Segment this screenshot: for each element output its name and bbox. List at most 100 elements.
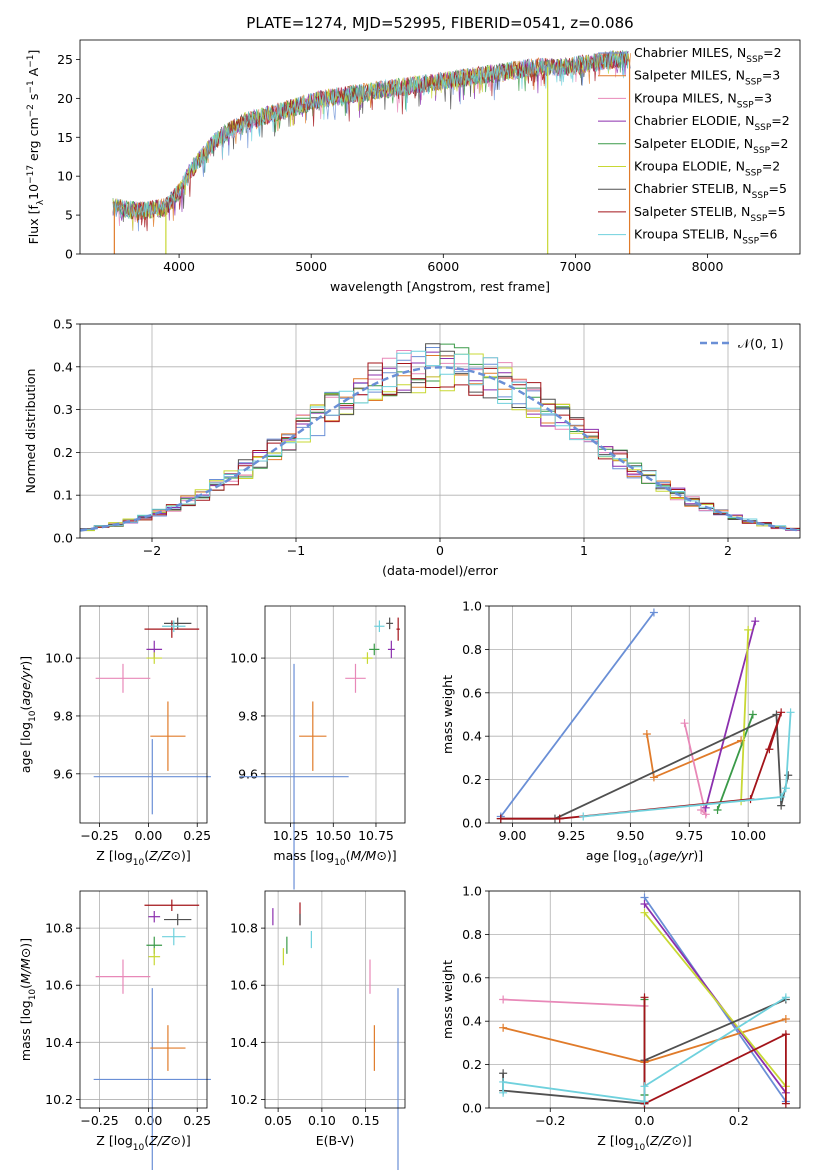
y-tick-label: 10.2 (230, 1092, 258, 1107)
y-tick-label: 0.3 (53, 402, 73, 417)
y-tick-label: 0.5 (53, 317, 73, 332)
x-tick-label: 0.25 (183, 828, 211, 843)
x-tick-label: 0.0 (635, 1113, 655, 1128)
x-tick-label: 0.00 (134, 1113, 162, 1128)
legend-entry: Chabrier STELIB, NSSP=5 (634, 181, 787, 201)
x-tick-label: 9.75 (675, 828, 703, 843)
weight-marker (649, 608, 658, 617)
x-axis-label: Z [log10(Z/Z⊙)] (96, 848, 190, 868)
weight-marker (786, 708, 795, 717)
weight-marker (697, 805, 706, 814)
weight-marker (748, 710, 757, 719)
x-axis-label: age [log10(age/yr)] (586, 848, 703, 868)
weight-marker (777, 708, 786, 717)
spectrum-line (112, 51, 629, 223)
weight-marker (640, 908, 649, 917)
y-tick-label: 10.0 (45, 651, 73, 666)
weight-marker (781, 1099, 790, 1108)
weight-marker (713, 805, 722, 814)
x-tick-label: 0.25 (183, 1113, 211, 1128)
x-tick-label: −0.25 (80, 828, 118, 843)
weight-marker (640, 900, 649, 909)
y-tick-label: 1.0 (462, 884, 482, 899)
weight-marker (772, 710, 781, 719)
y-axis-label: mass weight (440, 675, 455, 754)
axes-frame (79, 605, 208, 824)
x-tick-label: 10.25 (273, 828, 309, 843)
x-tick-label: 0.10 (308, 1113, 336, 1128)
y-tick-label: 9.6 (53, 766, 73, 781)
x-axis-label: Z [log10(Z/Z⊙)] (96, 1133, 190, 1153)
panel-age-vs-Z: −0.25 0.00 0.25 9.6 9.8 10.0 Z [log10(Z/Z⊙)] ag… (18, 605, 211, 868)
axes-frame (264, 890, 406, 1109)
y-axis-label: mass weight (440, 960, 455, 1039)
y-tick-label: 0.0 (53, 531, 73, 546)
y-tick-label: 0.0 (462, 816, 482, 831)
x-tick-label: 0.2 (729, 1113, 749, 1128)
weight-line (500, 611, 655, 818)
x-tick-label: 0 (436, 543, 444, 558)
weight-line (500, 713, 790, 820)
x-axis-label: Z [log10(Z/Z⊙)] (597, 1133, 691, 1153)
weight-marker (751, 617, 760, 626)
x-axis-label: E(B-V) (316, 1133, 355, 1148)
axes-frame (264, 605, 406, 824)
weight-line (643, 912, 787, 1087)
weight-marker (496, 814, 505, 823)
y-tick-label: 0.4 (462, 1014, 482, 1029)
spectrum-line (112, 49, 629, 219)
y-tick-label: 0 (65, 247, 73, 262)
weight-marker (640, 1082, 649, 1091)
weight-marker (499, 995, 508, 1004)
y-tick-label: 0.8 (462, 927, 482, 942)
weight-line (500, 711, 783, 820)
weight-marker (744, 625, 753, 634)
y-tick-label: 0.4 (53, 359, 73, 374)
y-tick-label: 0.1 (53, 488, 73, 503)
x-tick-label: 1 (580, 543, 588, 558)
weight-line (716, 714, 754, 811)
x-tick-label: 2 (724, 543, 732, 558)
y-tick-label: 10.8 (230, 921, 258, 936)
y-tick-label: 10 (57, 169, 73, 184)
y-tick-label: 10.4 (230, 1035, 258, 1050)
weight-line (646, 733, 742, 779)
x-tick-label: 0.05 (264, 1113, 292, 1128)
x-tick-label: 9.50 (616, 828, 644, 843)
weight-line (583, 712, 792, 818)
axes-frame (488, 890, 801, 1109)
y-tick-label: 0.2 (53, 445, 73, 460)
weight-line (683, 722, 708, 817)
weight-marker (781, 1015, 790, 1024)
x-axis-label: mass [log10(M/M⊙)] (273, 848, 396, 868)
y-tick-label: 10.6 (230, 978, 258, 993)
x-tick-label: 4000 (163, 259, 195, 274)
x-tick-label: −2 (143, 543, 161, 558)
y-tick-label: 0.0 (462, 1101, 482, 1116)
legend-entry: Salpeter ELODIE, NSSP=2 (634, 136, 788, 156)
legend-entry: Salpeter STELIB, NSSP=5 (634, 204, 786, 224)
legend-entry: Chabrier MILES, NSSP=2 (634, 45, 782, 65)
x-tick-label: −1 (287, 543, 305, 558)
weight-marker (499, 1023, 508, 1032)
y-tick-label: 0.4 (462, 729, 482, 744)
y-tick-label: 10.6 (45, 978, 73, 993)
x-tick-label: 10.75 (358, 828, 394, 843)
legend-entry: Chabrier ELODIE, NSSP=2 (634, 113, 790, 133)
weight-marker (649, 773, 658, 782)
weight-marker (642, 730, 651, 739)
axes-frame (79, 39, 801, 255)
histogram-series (80, 351, 800, 531)
weight-marker (640, 1097, 649, 1106)
y-tick-label: 10.4 (45, 1035, 73, 1050)
x-tick-label: 10.50 (315, 828, 351, 843)
legend-entry: Kroupa ELODIE, NSSP=2 (634, 159, 780, 179)
spectrum-line (112, 50, 629, 232)
y-tick-label: 0.6 (462, 685, 482, 700)
panel-spectrum: 4000 5000 6000 7000 8000 0 5 10 15 20 25 wavelength… (26, 39, 801, 294)
x-axis-label: (data-model)/error (382, 563, 499, 578)
spectrum-line (112, 49, 629, 231)
y-tick-label: 10.2 (45, 1092, 73, 1107)
weight-line (503, 998, 645, 1007)
x-tick-label: 8000 (692, 259, 724, 274)
